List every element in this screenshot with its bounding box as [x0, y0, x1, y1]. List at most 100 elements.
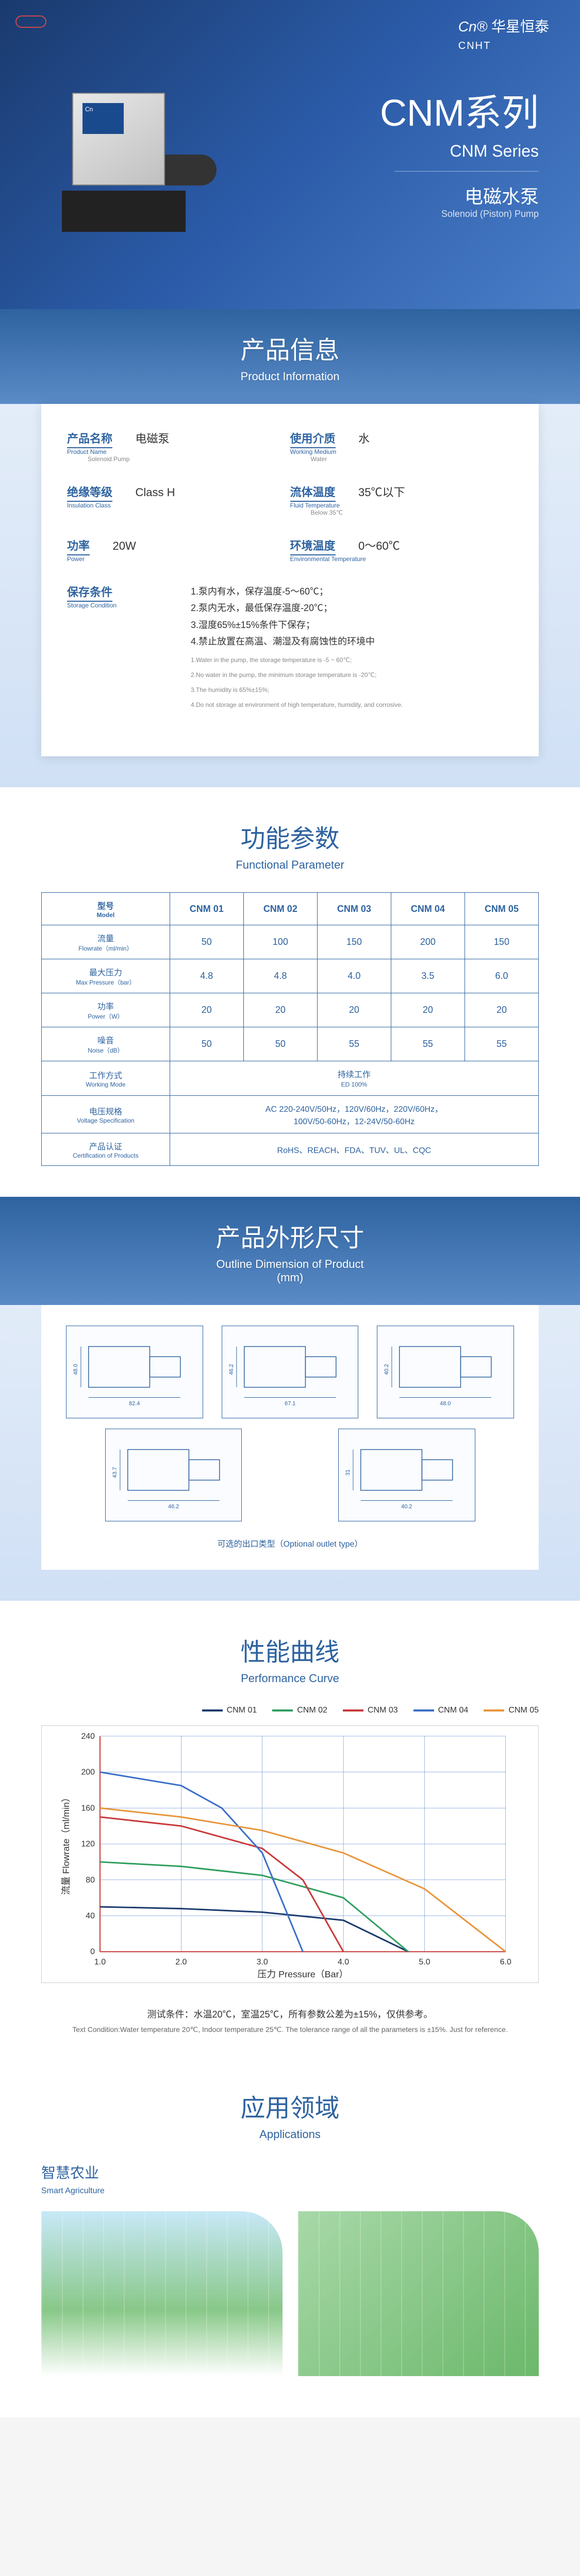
table-cell: 4.8: [170, 959, 243, 993]
app-category-cn: 智慧农业: [41, 2162, 539, 2182]
section-title-apps: 应用领域: [0, 2088, 580, 2124]
legend-swatch: [272, 1709, 293, 1711]
svg-text:80: 80: [86, 1876, 95, 1885]
product-info-card: 产品名称 电磁泵 Product Name Solenoid Pump使用介质 …: [41, 404, 539, 756]
svg-text:48.0: 48.0: [73, 1364, 79, 1375]
table-row-label: 工作方式Working Mode: [42, 1061, 170, 1096]
svg-text:0: 0: [90, 1948, 95, 1957]
svg-text:82.4: 82.4: [129, 1401, 140, 1407]
table-header: CNM 03: [317, 893, 391, 925]
section-title-apps-en: Applications: [0, 2128, 580, 2141]
table-header: 型号Model: [42, 893, 170, 925]
dimension-drawing: 82.4 48.0: [66, 1326, 203, 1418]
table-header: CNM 05: [465, 893, 538, 925]
info-label: 流体温度: [290, 483, 336, 502]
outline-note: 可选的出口类型（Optional outlet type）: [62, 1537, 518, 1549]
legend-swatch: [413, 1709, 434, 1711]
table-cell: 50: [170, 1027, 243, 1061]
app-image-greenhouse: [41, 2211, 283, 2376]
table-cell: 200: [391, 925, 465, 959]
table-cell: 20: [391, 993, 465, 1027]
table-cell-merged: RoHS、REACH、FDA、TUV、UL、CQC: [170, 1133, 538, 1166]
hero-product-en: Solenoid (Piston) Pump: [380, 209, 539, 219]
legend-swatch: [484, 1709, 504, 1711]
info-value: 电磁泵: [135, 430, 169, 446]
table-cell: 55: [317, 1027, 391, 1061]
table-cell: 150: [317, 925, 391, 959]
app-category-en: Smart Agriculture: [41, 2187, 539, 2196]
table-cell: 50: [170, 925, 243, 959]
info-value: Class H: [135, 486, 175, 499]
table-header: CNM 04: [391, 893, 465, 925]
svg-text:240: 240: [81, 1732, 95, 1741]
legend-item: CNM 03: [343, 1706, 398, 1715]
svg-text:6.0: 6.0: [500, 1958, 511, 1967]
table-row-label: 噪音Noise（dB）: [42, 1027, 170, 1061]
svg-text:压力 Pressure（Bar）: 压力 Pressure（Bar）: [257, 1969, 348, 1979]
table-cell: 6.0: [465, 959, 538, 993]
chart-test-condition: 测试条件：水温20℃，室温25℃，所有参数公差为±15%，仅供参考。 Text …: [41, 2006, 539, 2036]
svg-text:40.2: 40.2: [384, 1364, 390, 1375]
dimension-drawing: 46.2 43.7: [105, 1429, 242, 1521]
svg-text:流量 Flowrate（ml/min）: 流量 Flowrate（ml/min）: [61, 1793, 71, 1895]
table-cell-merged: AC 220-240V/50Hz，120V/60Hz，220V/60Hz，100…: [170, 1096, 538, 1133]
info-label: 绝缘等级: [67, 483, 112, 502]
section-title-info: 产品信息: [0, 330, 580, 366]
application-images: [41, 2211, 539, 2376]
table-cell: 4.0: [317, 959, 391, 993]
table-cell: 20: [170, 993, 243, 1027]
dimension-drawing: 48.0 40.2: [377, 1326, 514, 1418]
section-title-curve-en: Performance Curve: [0, 1672, 580, 1685]
info-value: 0～60℃: [358, 537, 400, 553]
svg-text:43.7: 43.7: [111, 1467, 118, 1478]
product-image: Cn: [31, 62, 247, 258]
table-cell: 55: [391, 1027, 465, 1061]
svg-text:120: 120: [81, 1840, 95, 1849]
info-label: 保存条件: [67, 583, 112, 602]
svg-text:200: 200: [81, 1768, 95, 1777]
svg-text:3.0: 3.0: [257, 1958, 268, 1967]
section-title-outline: 产品外形尺寸: [0, 1217, 580, 1253]
table-header: CNM 01: [170, 893, 243, 925]
outline-drawings: 82.448.067.146.248.040.246.243.740.231可选…: [41, 1305, 539, 1570]
usb-icon: [15, 15, 46, 28]
legend-item: CNM 05: [484, 1706, 539, 1715]
hero-product-cn: 电磁水泵: [380, 182, 539, 209]
info-value: 35℃以下: [358, 483, 405, 500]
info-label: 产品名称: [67, 430, 112, 448]
legend-swatch: [202, 1709, 223, 1711]
section-title-outline-en: Outline Dimension of Product(mm): [0, 1258, 580, 1284]
app-image-irrigation: [298, 2211, 539, 2376]
svg-text:31: 31: [345, 1469, 351, 1476]
table-cell: 50: [243, 1027, 317, 1061]
table-row-label: 最大压力Max Pressure（bar）: [42, 959, 170, 993]
brand-en: CNHT: [458, 40, 491, 52]
table-cell: 20: [317, 993, 391, 1027]
table-header: CNM 02: [243, 893, 317, 925]
info-label: 使用介质: [290, 430, 336, 448]
storage-conditions: 1.泵内有水，保存温度-5～60℃；2.泵内无水，最低保存温度-20℃；3.湿度…: [191, 583, 403, 710]
pump-label-sticker: Cn: [82, 103, 124, 134]
table-cell: 20: [243, 993, 317, 1027]
section-title-info-en: Product Information: [0, 370, 580, 383]
dimension-drawing: 40.2 31: [338, 1429, 475, 1521]
table-row-label: 电压规格Voltage Specification: [42, 1096, 170, 1133]
svg-text:46.2: 46.2: [168, 1504, 179, 1510]
hero-banner: Cn® 华星恒泰 CNHT Cn CNM系列 CNM Series 电磁水泵 S…: [0, 0, 580, 309]
section-title-params-en: Functional Parameter: [0, 858, 580, 872]
hero-subtitle-en: CNM Series: [380, 142, 539, 161]
chart-legend: CNM 01CNM 02CNM 03CNM 04CNM 05: [41, 1706, 539, 1715]
hero-title: CNM系列: [380, 82, 539, 137]
table-cell: 100: [243, 925, 317, 959]
svg-text:40.2: 40.2: [401, 1504, 412, 1510]
legend-item: CNM 04: [413, 1706, 469, 1715]
svg-text:5.0: 5.0: [419, 1958, 430, 1967]
parameter-table: 型号ModelCNM 01CNM 02CNM 03CNM 04CNM 05 流量F…: [41, 892, 539, 1166]
table-cell: 20: [465, 993, 538, 1027]
table-cell: 3.5: [391, 959, 465, 993]
svg-text:48.0: 48.0: [440, 1401, 451, 1407]
table-row-label: 流量Flowrate（ml/min）: [42, 925, 170, 959]
svg-text:4.0: 4.0: [338, 1958, 349, 1967]
brand-logo: Cn® 华星恒泰 CNHT: [458, 15, 549, 53]
info-value: 20W: [112, 539, 136, 553]
